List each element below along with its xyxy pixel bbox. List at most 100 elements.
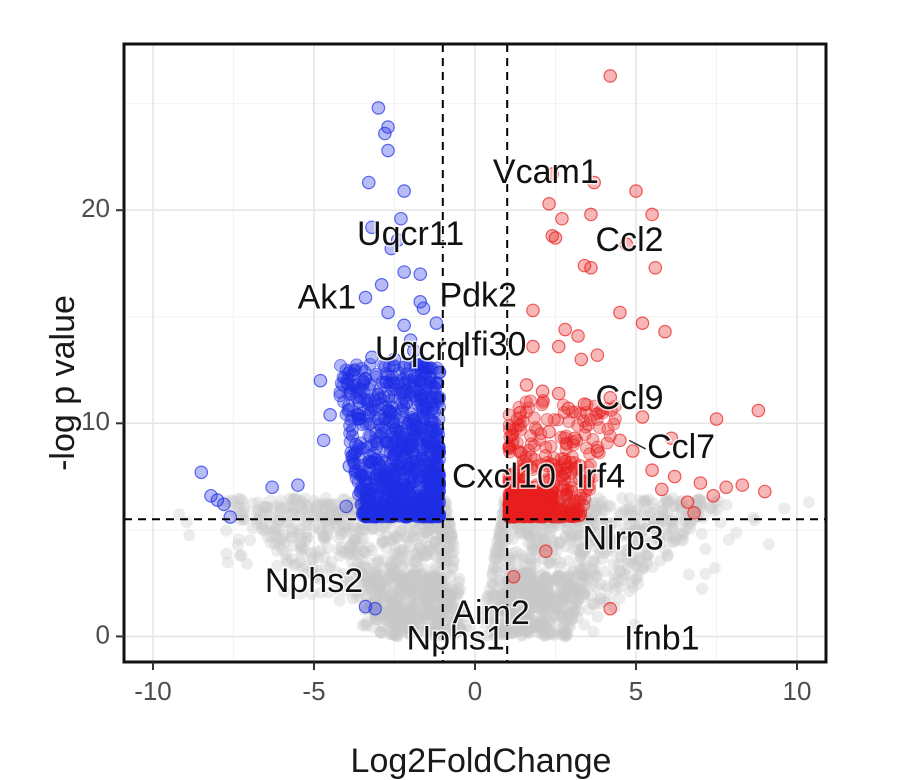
- ns-point: [365, 544, 378, 557]
- ns-point: [371, 556, 384, 569]
- ns-point: [358, 618, 371, 631]
- gene-label-vcam1: Vcam1: [493, 153, 599, 191]
- down-point: [339, 499, 353, 514]
- down-point: [419, 493, 434, 507]
- ns-point: [587, 625, 600, 638]
- ns-point: [314, 544, 327, 557]
- ns-point: [445, 547, 458, 560]
- ns-point: [488, 560, 501, 573]
- ns-point: [579, 542, 592, 555]
- ns-point: [556, 579, 569, 592]
- ns-point: [302, 501, 315, 514]
- ns-point: [620, 544, 633, 557]
- ns-point: [289, 493, 302, 506]
- ns-point: [587, 565, 600, 578]
- ns-point: [319, 571, 332, 584]
- ns-point: [489, 548, 502, 561]
- down-point: [344, 446, 358, 460]
- ns-point: [516, 520, 529, 533]
- ns-point: [348, 587, 361, 600]
- down-point: [407, 489, 421, 503]
- ns-point: [421, 545, 434, 558]
- ns-point: [238, 514, 251, 527]
- ns-point: [627, 524, 640, 537]
- up-point: [735, 478, 750, 492]
- ns-point: [335, 528, 348, 541]
- ns-point: [494, 528, 507, 541]
- ns-point: [409, 523, 422, 536]
- up-point: [603, 69, 618, 83]
- ns-point: [284, 492, 297, 505]
- ns-point: [295, 501, 308, 514]
- ns-point: [543, 556, 556, 569]
- ns-point: [649, 513, 662, 526]
- ns-point: [400, 531, 413, 544]
- ns-point: [429, 549, 442, 562]
- up-point: [581, 418, 595, 432]
- ns-point: [298, 568, 311, 581]
- ns-point: [452, 582, 465, 595]
- ns-point: [346, 537, 359, 550]
- ns-point: [333, 532, 346, 545]
- ns-point: [373, 584, 386, 597]
- ns-point: [347, 534, 360, 547]
- ns-point: [594, 547, 607, 560]
- down-point: [424, 421, 438, 435]
- ns-point: [336, 545, 349, 558]
- ns-point: [493, 524, 506, 537]
- ns-point: [288, 504, 301, 517]
- ns-point: [708, 562, 721, 575]
- ns-point: [591, 581, 604, 594]
- down-point: [416, 301, 431, 316]
- ns-point: [388, 529, 401, 542]
- ns-point: [323, 499, 336, 512]
- ns-point: [446, 535, 459, 548]
- ns-point: [576, 527, 589, 540]
- ns-point: [677, 526, 690, 539]
- ns-point: [596, 504, 609, 517]
- ns-point: [441, 624, 454, 637]
- ns-point: [637, 496, 650, 509]
- ns-point: [247, 497, 260, 510]
- ns-point: [645, 506, 658, 519]
- ns-point: [326, 498, 339, 511]
- ns-point: [316, 498, 329, 511]
- ns-point: [356, 554, 369, 567]
- ns-point: [300, 527, 313, 540]
- up-point: [526, 303, 540, 318]
- ns-point: [489, 551, 502, 564]
- ns-point: [229, 505, 242, 518]
- ns-point: [511, 522, 524, 535]
- ns-point: [324, 508, 337, 521]
- down-point: [323, 407, 337, 422]
- ns-point: [666, 521, 679, 534]
- ns-point: [340, 503, 353, 516]
- ns-point: [624, 557, 637, 570]
- ns-point: [318, 511, 331, 524]
- ns-point: [494, 545, 507, 558]
- ns-point: [417, 548, 430, 561]
- ns-point: [492, 532, 505, 545]
- up-point: [506, 569, 521, 584]
- ns-point: [447, 555, 460, 568]
- ns-point: [231, 493, 244, 506]
- up-point: [590, 444, 605, 458]
- ns-point: [517, 528, 530, 541]
- ns-point: [588, 530, 601, 543]
- ns-point: [647, 502, 660, 515]
- ns-point: [652, 530, 665, 543]
- ns-point: [553, 536, 566, 549]
- gene-label-nphs2: Nphs2: [265, 562, 363, 600]
- ns-point: [420, 525, 433, 538]
- ns-point: [416, 617, 429, 630]
- ns-point: [691, 493, 704, 506]
- ns-point: [578, 545, 591, 558]
- ns-point: [352, 525, 365, 538]
- ns-point: [606, 540, 619, 553]
- ns-point: [343, 547, 356, 560]
- ns-point: [588, 568, 601, 581]
- ns-point: [575, 546, 588, 559]
- ns-point: [596, 552, 609, 565]
- gene-label-pdk2: Pdk2: [439, 277, 517, 315]
- ns-point: [636, 523, 649, 536]
